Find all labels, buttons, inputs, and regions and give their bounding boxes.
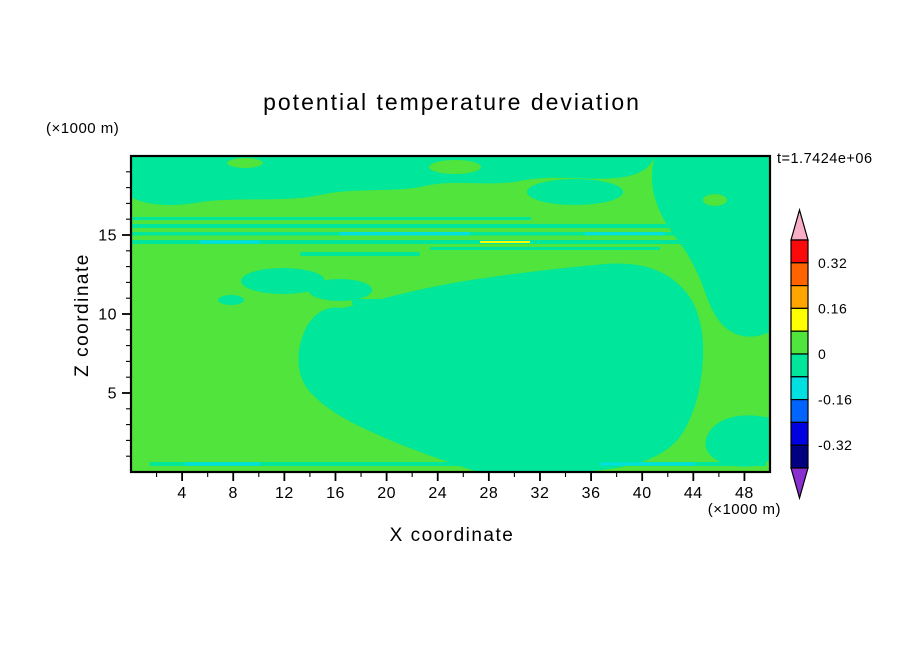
wave-layer-cyan	[340, 232, 470, 236]
x-tick-label: 28	[479, 485, 498, 502]
x-axis-label: X coordinate	[390, 525, 515, 546]
contour-region-central-plume	[298, 263, 704, 472]
colorbar-segment	[790, 444, 809, 469]
y-tick-label: 15	[98, 228, 117, 245]
contour-streak	[300, 252, 420, 256]
colorbar-segment	[790, 307, 809, 332]
y-tick-label: 5	[108, 386, 117, 403]
colorbar-segment	[790, 399, 809, 424]
x-tick-label: 44	[684, 485, 703, 502]
colorbar-label: -0.16	[818, 392, 852, 408]
contour-blob	[241, 268, 325, 294]
wave-layer	[430, 247, 660, 250]
colorbar-segment	[790, 376, 809, 401]
x-tick-label: 20	[377, 485, 396, 502]
x-tick-label: 36	[582, 485, 601, 502]
x-tick-label: 4	[177, 485, 186, 502]
x-tick-label: 48	[735, 485, 754, 502]
colorbar-under-arrow	[790, 467, 809, 501]
wave-layer-cyan	[200, 240, 260, 244]
x-axis-ticks: 4 8 12 16 20 24 28 32 36 40 44 48	[156, 472, 754, 502]
colorbar-segment	[790, 262, 809, 287]
contour-region-upper-right	[651, 156, 770, 337]
wave-layer-cyan	[585, 232, 665, 236]
x-tick-label: 8	[229, 485, 238, 502]
wave-layer-yellow	[480, 241, 530, 243]
contour-field	[131, 156, 770, 472]
x-tick-label: 12	[275, 485, 294, 502]
colorbar-segment	[790, 421, 809, 446]
contour-blob	[218, 295, 244, 305]
wave-layer	[131, 224, 770, 228]
wave-layer	[131, 240, 770, 244]
colorbar-segment	[790, 353, 809, 378]
contour-hole	[429, 160, 481, 174]
colorbar-over-arrow	[790, 207, 809, 241]
wave-layer	[131, 217, 531, 220]
colorbar-label: 0	[818, 346, 826, 362]
colorbar-label: -0.32	[818, 437, 852, 453]
time-annotation: t=1.7424e+06	[777, 151, 873, 167]
colorbar-segment	[790, 330, 809, 355]
colorbar-label: 0.16	[818, 300, 847, 316]
colorbar-segment	[790, 285, 809, 310]
contour-blob	[308, 279, 372, 301]
surface-layer-cyan	[185, 462, 260, 466]
colorbar-segment	[790, 239, 809, 264]
x-tick-label: 24	[428, 485, 447, 502]
colorbar-label: 0.32	[818, 255, 847, 271]
contour-region-top-band	[131, 156, 655, 206]
contour-region-bottom-right	[705, 415, 770, 467]
y-axis-label: Z coordinate	[72, 253, 93, 377]
surface-layer	[150, 462, 766, 466]
y-tick-label: 10	[98, 307, 117, 324]
x-tick-label: 16	[326, 485, 345, 502]
contour-region-top-lobe	[527, 179, 623, 205]
x-axis-unit: (×1000 m)	[708, 501, 781, 518]
colorbar: 0.32 0.16 0 -0.16 -0.32	[790, 207, 852, 501]
chart-title: potential temperature deviation	[263, 89, 641, 115]
contour-hole	[703, 194, 727, 206]
x-tick-label: 40	[633, 485, 652, 502]
contour-hole	[227, 158, 263, 168]
x-tick-label: 32	[531, 485, 550, 502]
surface-layer-cyan	[600, 462, 695, 466]
y-axis-ticks: 5 10 15	[98, 171, 131, 457]
y-axis-unit: (×1000 m)	[46, 120, 119, 137]
